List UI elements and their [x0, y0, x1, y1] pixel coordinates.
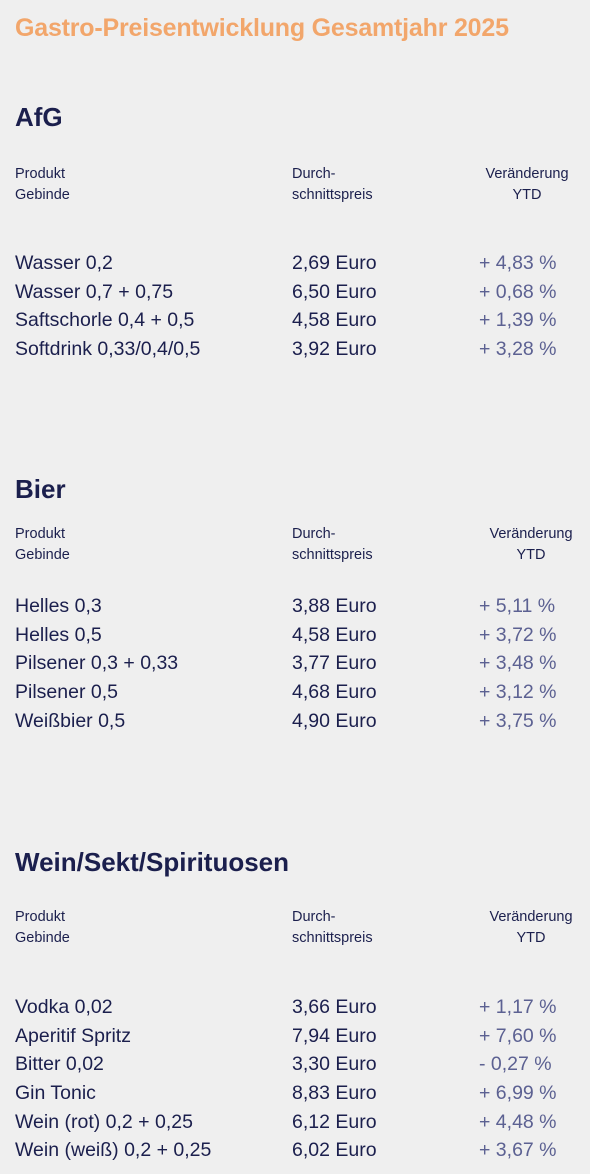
column-header-line: Veränderung [489, 526, 573, 542]
product-cell: Gin Tonic [15, 1082, 96, 1105]
product-cell: Wein (weiß) 0,2 + 0,25 [15, 1139, 212, 1162]
product-cell: Aperitif Spritz [15, 1024, 131, 1047]
column-header-line: Produkt [15, 909, 65, 925]
table-row: Bitter 0,02 3,30 Euro - 0,27 % [0, 1050, 590, 1079]
change-cell: + 1,17 % [479, 996, 557, 1018]
price-cell: 6,50 Euro [292, 280, 377, 303]
column-header-product: Produkt Gebinde [15, 907, 70, 949]
price-cell: 6,12 Euro [292, 1110, 377, 1133]
table-row: Wasser 0,2 2,69 Euro + 4,83 % [0, 249, 590, 278]
table-row: Wein (weiß) 0,2 + 0,25 6,02 Euro + 3,67 … [0, 1136, 590, 1165]
column-header-change: Veränderung YTD [472, 164, 582, 206]
column-header-line: Durch- [292, 526, 336, 542]
product-cell: Weißbier 0,5 [15, 709, 126, 732]
product-cell: Vodka 0,02 [15, 996, 113, 1018]
column-header-product: Produkt Gebinde [15, 164, 70, 206]
column-header-line: Gebinde [15, 547, 70, 563]
table-row: Helles 0,3 3,88 Euro + 5,11 % [0, 592, 590, 621]
column-header-line: Produkt [15, 166, 65, 182]
product-cell: Wein (rot) 0,2 + 0,25 [15, 1110, 193, 1133]
table-row: Pilsener 0,3 + 0,33 3,77 Euro + 3,48 % [0, 649, 590, 678]
change-cell: + 4,48 % [479, 1110, 557, 1133]
product-cell: Helles 0,3 [15, 595, 102, 617]
change-cell: + 3,72 % [479, 623, 557, 646]
table-row: Vodka 0,02 3,66 Euro + 1,17 % [0, 993, 590, 1022]
section-heading: Bier [15, 474, 66, 504]
table-row: Gin Tonic 8,83 Euro + 6,99 % [0, 1079, 590, 1108]
price-cell: 3,66 Euro [292, 996, 377, 1018]
change-cell: + 3,67 % [479, 1139, 557, 1162]
product-cell: Pilsener 0,3 + 0,33 [15, 652, 179, 675]
price-cell: 3,88 Euro [292, 595, 377, 617]
change-cell: + 3,12 % [479, 681, 557, 704]
column-header-line: Durch- [292, 166, 336, 182]
change-cell: + 1,39 % [479, 309, 557, 332]
column-header-line: schnittspreis [292, 187, 373, 203]
change-cell: + 6,99 % [479, 1082, 557, 1105]
table-row: Softdrink 0,33/0,4/0,5 3,92 Euro + 3,28 … [0, 335, 590, 364]
column-header-line: Gebinde [15, 930, 70, 946]
price-cell: 4,68 Euro [292, 681, 377, 704]
product-cell: Saftschorle 0,4 + 0,5 [15, 309, 195, 332]
price-table: Helles 0,3 3,88 Euro + 5,11 % Helles 0,5… [0, 592, 590, 735]
price-cell: 7,94 Euro [292, 1024, 377, 1047]
product-cell: Pilsener 0,5 [15, 681, 118, 704]
price-cell: 4,58 Euro [292, 309, 377, 332]
price-table: Vodka 0,02 3,66 Euro + 1,17 % Aperitif S… [0, 993, 590, 1165]
product-cell: Wasser 0,2 [15, 252, 113, 274]
section-heading: Wein/Sekt/Spirituosen [15, 847, 290, 877]
column-header-line: Gebinde [15, 187, 70, 203]
column-header-line: Veränderung [489, 909, 573, 925]
price-cell: 4,90 Euro [292, 709, 377, 732]
column-header-price: Durch- schnittspreis [292, 524, 373, 566]
page-title: Gastro-Preisentwicklung Gesamtjahr 2025 [15, 14, 509, 42]
price-cell: 8,83 Euro [292, 1082, 377, 1105]
product-cell: Bitter 0,02 [15, 1053, 104, 1076]
table-row: Helles 0,5 4,58 Euro + 3,72 % [0, 621, 590, 650]
price-table: Wasser 0,2 2,69 Euro + 4,83 % Wasser 0,7… [0, 249, 590, 364]
change-cell: + 4,83 % [479, 252, 557, 274]
price-cell: 2,69 Euro [292, 252, 377, 274]
price-cell: 6,02 Euro [292, 1139, 377, 1162]
table-row: Wein (rot) 0,2 + 0,25 6,12 Euro + 4,48 % [0, 1108, 590, 1137]
section-heading: AfG [15, 102, 63, 132]
table-row: Pilsener 0,5 4,68 Euro + 3,12 % [0, 678, 590, 707]
change-cell: + 3,75 % [479, 709, 557, 732]
column-header-change: Veränderung YTD [476, 907, 586, 949]
product-cell: Helles 0,5 [15, 623, 102, 646]
table-row: Wasser 0,7 + 0,75 6,50 Euro + 0,68 % [0, 278, 590, 307]
product-cell: Wasser 0,7 + 0,75 [15, 280, 174, 303]
product-cell: Softdrink 0,33/0,4/0,5 [15, 338, 201, 361]
change-cell: + 3,28 % [479, 338, 557, 361]
column-header-product: Produkt Gebinde [15, 524, 70, 566]
table-row: Weißbier 0,5 4,90 Euro + 3,75 % [0, 707, 590, 736]
column-header-line: Durch- [292, 909, 336, 925]
column-header-price: Durch- schnittspreis [292, 164, 373, 206]
column-header-line: YTD [516, 930, 546, 946]
column-header-change: Veränderung YTD [476, 524, 586, 566]
column-header-line: schnittspreis [292, 547, 373, 563]
change-cell: + 5,11 % [479, 595, 556, 617]
column-header-line: Produkt [15, 526, 65, 542]
change-cell: + 0,68 % [479, 280, 557, 303]
change-cell: + 3,48 % [479, 652, 557, 675]
table-row: Saftschorle 0,4 + 0,5 4,58 Euro + 1,39 % [0, 306, 590, 335]
change-cell: - 0,27 % [479, 1053, 552, 1076]
table-row: Aperitif Spritz 7,94 Euro + 7,60 % [0, 1022, 590, 1051]
column-header-line: YTD [516, 547, 546, 563]
column-header-line: YTD [512, 187, 542, 203]
price-cell: 3,77 Euro [292, 652, 377, 675]
price-cell: 3,92 Euro [292, 338, 377, 361]
column-header-price: Durch- schnittspreis [292, 907, 373, 949]
column-header-line: Veränderung [485, 166, 569, 182]
price-cell: 4,58 Euro [292, 623, 377, 646]
column-header-line: schnittspreis [292, 930, 373, 946]
change-cell: + 7,60 % [479, 1024, 557, 1047]
price-cell: 3,30 Euro [292, 1053, 377, 1076]
